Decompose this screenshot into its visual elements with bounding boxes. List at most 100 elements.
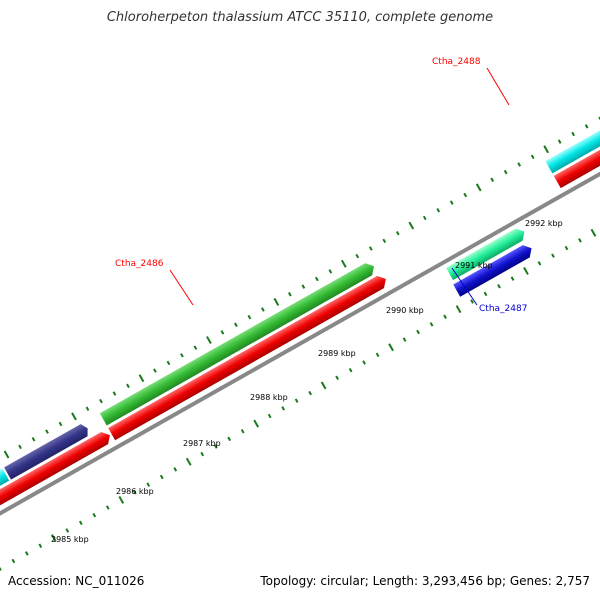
major-tick (118, 495, 125, 504)
minor-tick (308, 390, 313, 396)
callout-ctha-2488 (486, 67, 510, 106)
minor-tick (510, 276, 515, 281)
scale-label-2988: 2988 kbp (250, 393, 288, 402)
minor-tick (503, 169, 508, 175)
minor-tick (126, 383, 130, 389)
minor-tick (382, 238, 387, 244)
gene-label-ctha-2487: Ctha_2487 (479, 304, 527, 314)
callout-ctha-2487 (451, 267, 478, 306)
minor-tick (578, 238, 582, 243)
minor-tick (571, 131, 576, 137)
minor-tick (267, 413, 272, 419)
minor-tick (557, 139, 562, 144)
minor-tick (65, 528, 70, 533)
major-tick (455, 305, 462, 314)
minor-tick (240, 428, 245, 434)
major-tick (590, 228, 597, 237)
minor-tick (112, 391, 117, 396)
major-tick (50, 534, 57, 543)
minor-tick (483, 291, 488, 297)
minor-tick (355, 253, 360, 259)
minor-tick (159, 474, 164, 480)
major-tick (340, 259, 347, 268)
outer-tick-row (3, 116, 600, 459)
minor-tick (31, 437, 36, 442)
minor-tick (429, 322, 434, 327)
minor-tick (234, 322, 238, 328)
minor-tick (78, 520, 83, 526)
accession-label: Accession: NC_011026 (8, 574, 145, 588)
scale-label-2992: 2992 kbp (525, 219, 563, 228)
minor-tick (422, 215, 427, 221)
minor-tick (551, 253, 555, 258)
major-tick (206, 336, 212, 345)
gene-ctha-2487-blue (453, 245, 532, 297)
gene-navy (4, 424, 88, 480)
major-tick (543, 145, 550, 154)
minor-tick (11, 558, 16, 564)
minor-tick (402, 337, 407, 342)
minor-tick (368, 246, 373, 251)
scale-label-2990: 2990 kbp (386, 306, 424, 315)
minor-tick (517, 162, 522, 167)
major-tick (185, 457, 192, 466)
major-tick (475, 183, 482, 192)
genome-summary: Topology: circular; Length: 3,293,456 bp… (260, 574, 590, 588)
minor-tick (328, 269, 333, 274)
callout-ctha-2486 (169, 269, 194, 306)
minor-tick (200, 451, 205, 457)
minor-tick (584, 124, 589, 129)
gene-label-ctha-2486: Ctha_2486 (115, 259, 164, 269)
minor-tick (449, 200, 454, 205)
minor-tick (470, 299, 474, 304)
minor-tick (497, 283, 501, 289)
minor-tick (314, 276, 319, 282)
minor-tick (537, 261, 542, 266)
major-tick (388, 343, 394, 352)
minor-tick (335, 375, 339, 381)
major-tick (3, 450, 10, 459)
minor-tick (598, 116, 600, 121)
minor-tick (173, 467, 178, 472)
minor-tick (436, 208, 441, 213)
scale-label-2991: 2991 kbp (455, 261, 493, 270)
gene-ctha-2487 (446, 228, 525, 281)
minor-tick (153, 368, 157, 373)
cds-segment-left (0, 431, 110, 534)
minor-tick (261, 307, 265, 312)
minor-tick (58, 421, 63, 427)
minor-tick (132, 490, 137, 495)
minor-tick (301, 284, 306, 289)
minor-tick (375, 352, 380, 358)
minor-tick (146, 482, 151, 487)
major-tick (320, 381, 327, 390)
minor-tick (281, 406, 286, 411)
minor-tick (85, 406, 90, 411)
map-title: Chloroherpeton thalassium ATCC 35110, co… (106, 10, 494, 25)
cds-segment-ctha-2486 (108, 275, 386, 441)
minor-tick (99, 398, 103, 404)
minor-tick (247, 314, 252, 320)
minor-tick (530, 154, 535, 160)
minor-tick (294, 398, 299, 403)
major-tick (253, 419, 260, 428)
cds-segment-ctha-2488 (553, 107, 600, 189)
minor-tick (0, 566, 2, 571)
minor-tick (220, 330, 225, 335)
major-tick (273, 297, 280, 306)
minor-tick (463, 192, 468, 198)
minor-tick (45, 429, 49, 434)
minor-tick (180, 353, 184, 358)
minor-tick (287, 292, 292, 297)
major-tick (523, 266, 529, 275)
minor-tick (362, 360, 366, 365)
minor-tick (193, 345, 198, 350)
scale-label-2985: 2985 kbp (51, 535, 89, 544)
gene-ctha-2488 (545, 98, 600, 174)
scale-label-2986: 2986 kbp (116, 487, 154, 496)
minor-tick (416, 329, 420, 335)
minor-tick (166, 360, 171, 366)
inner-tick-row (0, 228, 597, 571)
minor-tick (24, 551, 29, 556)
